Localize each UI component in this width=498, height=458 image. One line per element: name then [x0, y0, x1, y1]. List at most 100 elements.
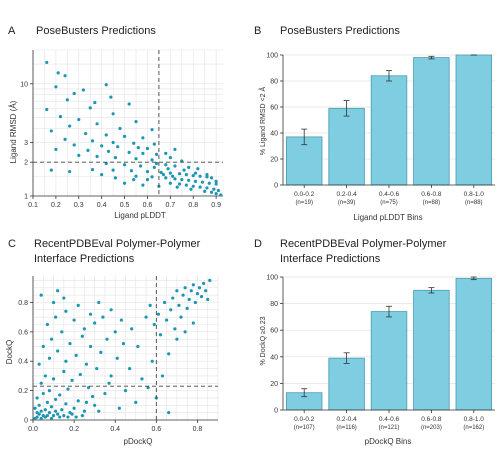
data-point [41, 344, 45, 349]
data-point [39, 293, 43, 297]
data-point [68, 124, 72, 128]
y-tick-label: 0 [274, 183, 278, 190]
data-point [88, 344, 93, 349]
y-tick-label: 0.4 [18, 359, 28, 366]
data-point [86, 386, 91, 390]
data-point [191, 184, 195, 188]
data-point [205, 173, 209, 177]
data-point [141, 151, 145, 155]
panel-c-plot: 0.0 0.2 0.4 0.6 0.8 0 0.2 0.4 0.6 0.8 [18, 276, 219, 433]
data-point [208, 278, 212, 283]
panel-a-ylabel: Ligand RMSD (Å) [9, 100, 18, 163]
data-point [90, 139, 95, 143]
data-point [145, 178, 150, 182]
x-tick-label: 0.1 [28, 202, 38, 209]
panel-b-xlabel: Ligand pLDDT Bins [353, 213, 422, 222]
data-point [145, 169, 150, 174]
y-tick-label: 40 [270, 131, 278, 138]
data-point [62, 296, 66, 300]
data-point [107, 381, 111, 385]
data-point [39, 409, 43, 413]
data-point [185, 306, 189, 310]
y-tick-label: 2 [24, 160, 28, 167]
data-point [68, 169, 72, 174]
data-point [77, 153, 81, 158]
data-point [86, 148, 90, 152]
data-point [106, 149, 111, 153]
data-point [184, 183, 188, 187]
data-point [37, 403, 41, 407]
data-point [104, 133, 108, 137]
data-point [159, 170, 163, 175]
data-point [209, 176, 214, 180]
bar [455, 277, 493, 411]
data-point [93, 100, 97, 105]
data-point [214, 179, 218, 183]
data-point [43, 408, 47, 412]
data-point [134, 120, 138, 124]
y-tick-label: 100 [266, 275, 278, 282]
data-point [51, 300, 56, 305]
data-point [162, 300, 167, 305]
data-point [82, 327, 86, 331]
data-point [193, 300, 197, 305]
data-point [47, 411, 52, 415]
data-point [56, 71, 60, 75]
panel-a-title: PoseBusters Predictions [36, 25, 156, 37]
data-point [109, 308, 113, 312]
data-point [33, 416, 37, 421]
panel-b: B PoseBusters Predictions 0 20 40 60 80 100 0.… [254, 25, 495, 222]
data-point [167, 411, 171, 415]
data-point [204, 289, 208, 293]
data-point [117, 406, 121, 410]
data-point [127, 150, 131, 154]
data-point [103, 391, 107, 396]
x-tick-count: (n=203) [421, 425, 442, 431]
data-point [132, 141, 136, 145]
data-point [68, 341, 72, 346]
data-point [80, 334, 84, 338]
data-point [165, 318, 169, 322]
y-tick-label: 0 [274, 408, 278, 415]
x-tick-label: 0.8 [188, 202, 198, 209]
data-point [198, 185, 202, 189]
panel-c: C RecentPDBEval Polymer-Polymer Interfac… [5, 238, 219, 446]
panel-d: D RecentPDBEval Polymer-Polymer Interfac… [254, 238, 495, 446]
y-tick-label: 0.8 [18, 300, 28, 307]
x-tick-label: 0.6 [151, 426, 161, 433]
data-point [214, 182, 218, 186]
data-point [138, 164, 143, 168]
data-point [168, 181, 172, 185]
data-point [199, 294, 204, 299]
data-point [37, 362, 41, 366]
data-point [168, 155, 172, 160]
data-point [122, 134, 127, 138]
x-tick-label: 0.8 [193, 426, 203, 433]
data-point [150, 158, 154, 162]
data-point [47, 389, 52, 393]
data-point [81, 88, 85, 92]
bar [455, 54, 493, 186]
y-tick-label: 80 [270, 301, 278, 308]
data-point [121, 341, 126, 346]
bar [285, 136, 323, 186]
data-point [58, 114, 63, 119]
x-tick-label: 0.2-0.4 [336, 416, 357, 423]
y-tick-label: 1 [24, 194, 28, 201]
data-point [93, 321, 97, 325]
data-point [187, 178, 191, 182]
data-point [49, 168, 53, 172]
data-point [187, 165, 191, 169]
data-point [77, 117, 81, 122]
panel-c-title-line2: Interface Predictions [34, 253, 135, 265]
data-point [140, 377, 144, 381]
y-tick-label: 60 [270, 105, 278, 112]
data-point [62, 369, 66, 374]
y-tick-label: 20 [270, 157, 278, 164]
x-tick-label: 0.5 [120, 202, 130, 209]
panel-d-plot: 0 20 40 60 80 100 0.0-0.2 (n=107) 0.2-0.4 (n=116)… [266, 275, 495, 431]
data-point [39, 381, 43, 385]
bar [370, 75, 408, 186]
data-point [97, 300, 101, 305]
